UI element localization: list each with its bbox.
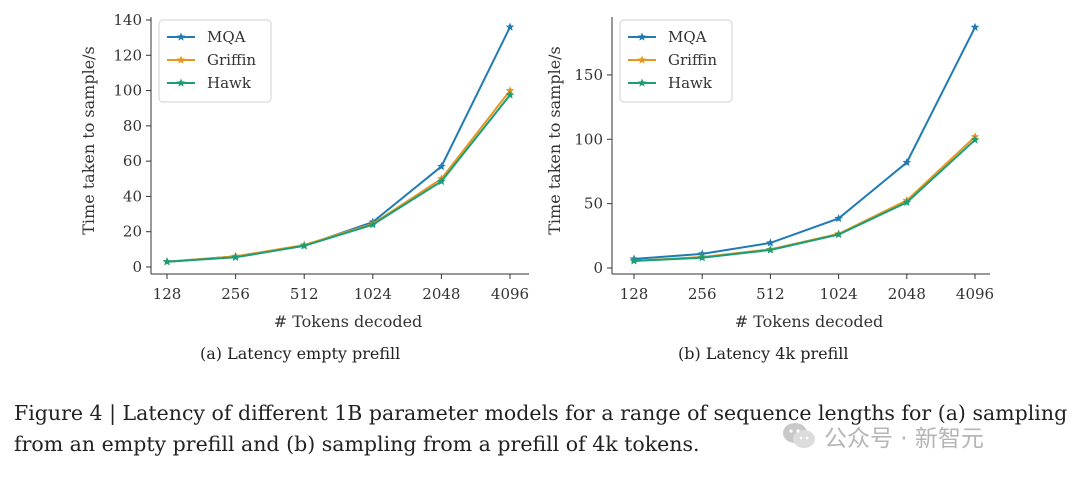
series-line-hawk: [166, 94, 511, 263]
wechat-icon: [783, 423, 815, 448]
legend-marker-hawk: [637, 78, 647, 87]
legend-label-hawk: Hawk: [668, 74, 713, 92]
data-point-mqa: [902, 157, 912, 167]
legend-marker-griffin: [637, 55, 647, 64]
y-axis-title: Time taken to sample/s: [545, 46, 564, 235]
x-axis-title: # Tokens decoded: [735, 312, 884, 331]
x-axis-title: # Tokens decoded: [274, 312, 423, 331]
data-point-hawk: [437, 176, 446, 186]
watermark-text: 公众号 · 新智元: [824, 426, 984, 452]
x-tick-label: 2048: [888, 285, 926, 303]
data-point-hawk: [970, 135, 980, 144]
data-point-hawk: [505, 90, 515, 99]
legend-label-hawk: Hawk: [207, 74, 252, 92]
data-point-hawk: [162, 257, 172, 266]
data-point-hawk: [902, 197, 912, 206]
y-tick-label: 20: [123, 223, 142, 241]
data-point-mqa: [970, 22, 980, 31]
y-tick-label: 80: [123, 117, 142, 135]
data-point-mqa: [437, 161, 446, 171]
data-point-hawk: [299, 241, 309, 250]
legend-label-griffin: Griffin: [668, 51, 717, 69]
legend-label-mqa: MQA: [207, 28, 246, 46]
data-point-hawk: [231, 252, 240, 261]
watermark: 公众号 · 新智元: [782, 419, 984, 453]
legend-label-mqa: MQA: [668, 28, 707, 46]
legend-box: [619, 19, 733, 103]
y-tick-label: 0: [593, 259, 603, 277]
legend-marker-mqa: [637, 32, 647, 41]
x-tick-label: 256: [221, 285, 250, 303]
x-tick-label: 1024: [354, 285, 392, 303]
data-point-mqa: [766, 238, 775, 247]
y-tick-label: 100: [113, 82, 142, 100]
legend-marker-griffin: [176, 55, 186, 64]
data-point-mqa: [834, 213, 843, 223]
x-tick-label: 512: [290, 285, 319, 303]
data-point-mqa: [505, 22, 515, 31]
data-point-hawk: [766, 245, 775, 254]
legend-label-griffin: Griffin: [207, 51, 256, 69]
x-tick-label: 128: [620, 285, 649, 303]
legend-marker-mqa: [176, 32, 186, 41]
y-axis-title: Time taken to sample/s: [79, 46, 98, 235]
x-tick-label: 1024: [820, 285, 858, 303]
data-point-hawk: [834, 230, 843, 239]
data-point-griffin: [505, 86, 515, 95]
series-line-hawk: [633, 139, 976, 262]
subcaption-a: (a) Latency empty prefill: [200, 344, 401, 363]
figure-caption: Figure 4 | Latency of different 1B param…: [14, 401, 1068, 456]
legend-box: [158, 19, 272, 103]
data-point-hawk: [697, 253, 707, 262]
data-point-hawk: [368, 220, 378, 229]
x-tick-label: 512: [756, 285, 785, 303]
legend-marker-hawk: [176, 78, 186, 87]
series-line-mqa: [633, 26, 976, 260]
data-point-hawk: [629, 256, 639, 265]
x-tick-label: 2048: [422, 285, 460, 303]
x-tick-label: 128: [153, 285, 182, 303]
y-tick-label: 0: [132, 258, 142, 276]
y-tick-label: 140: [113, 11, 142, 29]
chart-a: 0 20 40 60 80 100 120 140 128 256 512 1024 2048 4096 #…: [79, 11, 529, 331]
y-tick-label: 50: [584, 195, 603, 213]
x-tick-label: 4096: [491, 285, 529, 303]
y-tick-label: 150: [574, 66, 603, 84]
y-tick-label: 120: [113, 46, 142, 64]
chart-b: 0 50 100 150 128 256 512 1024 2048 4096 # Tokens d…: [545, 17, 994, 331]
y-tick-label: 60: [123, 152, 142, 170]
y-tick-label: 40: [123, 187, 142, 205]
x-tick-label: 4096: [956, 285, 994, 303]
x-tick-label: 256: [688, 285, 717, 303]
subcaption-b: (b) Latency 4k prefill: [678, 344, 849, 363]
y-tick-label: 100: [574, 130, 603, 148]
